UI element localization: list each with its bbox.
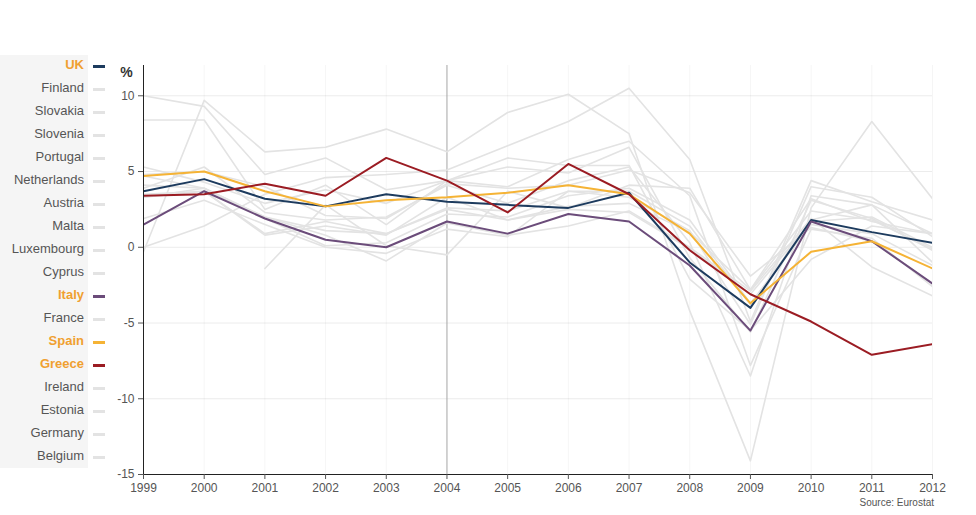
svg-text:2009: 2009 [737, 481, 764, 495]
svg-text:1999: 1999 [130, 481, 157, 495]
svg-text:2000: 2000 [191, 481, 218, 495]
html-text:Germany: Germany [30, 425, 84, 440]
html-text:France: France [43, 310, 84, 325]
svg-text:-10: -10 [117, 392, 135, 406]
html-text:Ireland: Ireland [44, 379, 84, 394]
svg-text:5: 5 [128, 164, 135, 178]
svg-text:2007: 2007 [616, 481, 643, 495]
html-text:Belgium: Belgium [37, 448, 84, 463]
svg-text:2003: 2003 [373, 481, 400, 495]
html-text:Finland: Finland [41, 80, 84, 95]
html-text:Greece: Greece [39, 356, 84, 371]
html-text:Estonia: Estonia [40, 402, 84, 417]
svg-text:-15: -15 [117, 467, 135, 481]
html-text:Austria: Austria [43, 195, 84, 210]
html-text:Malta: Malta [52, 218, 84, 233]
svg-text:2011: 2011 [859, 481, 885, 495]
html-text:Slovakia: Slovakia [34, 103, 84, 118]
html-text:Slovenia: Slovenia [34, 126, 84, 141]
svg-text:%: % [120, 64, 133, 80]
html-text:Cyprus: Cyprus [42, 264, 84, 279]
svg-text:2001: 2001 [252, 481, 279, 495]
html-text:Source: Eurostat: Source: Eurostat [859, 497, 934, 508]
html-text:Portugal: Portugal [35, 149, 84, 164]
html-text:UK: UK [65, 57, 84, 72]
html-text:Luxembourg: Luxembourg [11, 241, 84, 256]
html-text:Netherlands: Netherlands [13, 172, 84, 187]
svg-text:10: 10 [121, 89, 135, 103]
html-text:Italy: Italy [58, 287, 84, 302]
html-text:Spain: Spain [48, 333, 84, 348]
svg-text:2008: 2008 [676, 481, 703, 495]
svg-text:2005: 2005 [494, 481, 521, 495]
svg-text:2004: 2004 [434, 481, 461, 495]
svg-text:0: 0 [128, 240, 135, 254]
svg-text:2002: 2002 [312, 481, 339, 495]
svg-text:2006: 2006 [555, 481, 582, 495]
svg-text:2010: 2010 [798, 481, 825, 495]
svg-text:2012: 2012 [919, 481, 946, 495]
svg-text:-5: -5 [124, 316, 135, 330]
